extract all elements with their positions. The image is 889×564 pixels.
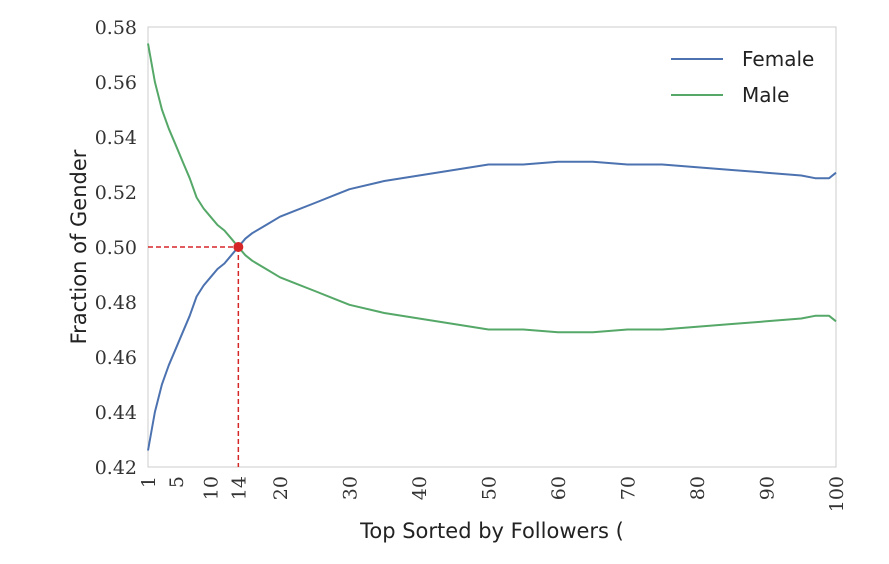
series-line-female [147,160,837,451]
x-axis-title: Top Sorted by Followers ( [359,519,624,543]
y-tick-label: 0.44 [95,402,137,424]
legend-label-female: Female [742,47,814,71]
x-tick-label: 50 [479,476,501,500]
y-tick-label: 0.52 [95,182,137,204]
legend-label-male: Male [742,83,789,107]
y-tick-label: 0.54 [95,127,137,149]
x-tick-label: 1 [138,476,160,488]
legend: Female Male [671,47,814,107]
x-tick-label: 80 [687,476,709,500]
series-line-male [147,43,837,334]
intersection-marker-layer [233,242,244,252]
series-lines [147,43,837,451]
y-tick-label: 0.58 [95,17,137,39]
y-tick-labels: 0.42 0.44 0.46 0.48 0.50 0.52 0.54 0.56 0.58 [95,17,137,479]
y-axis-title: Fraction of Gender [67,149,91,344]
x-tick-label: 20 [270,476,292,500]
y-tick-label: 0.56 [95,72,137,94]
x-tick-label: 100 [826,476,848,512]
y-tick-label: 0.48 [95,292,137,314]
y-tick-label: 0.46 [95,347,137,369]
x-tick-label: 14 [228,476,250,500]
intersection-annotation [148,246,240,467]
y-tick-label: 0.50 [95,237,137,259]
x-tick-label: 30 [340,476,362,500]
x-tick-label: 70 [618,476,640,500]
x-tick-label: 5 [166,476,188,488]
x-tick-label: 60 [548,476,570,500]
x-tick-labels: 1 5 10 14 20 30 40 50 60 70 80 90 100 [138,476,848,512]
x-tick-label: 10 [201,476,223,500]
x-tick-label: 90 [757,476,779,500]
x-tick-label: 40 [409,476,431,500]
intersection-point [233,242,244,252]
plot-area [147,26,837,468]
y-tick-label: 0.42 [95,457,137,479]
